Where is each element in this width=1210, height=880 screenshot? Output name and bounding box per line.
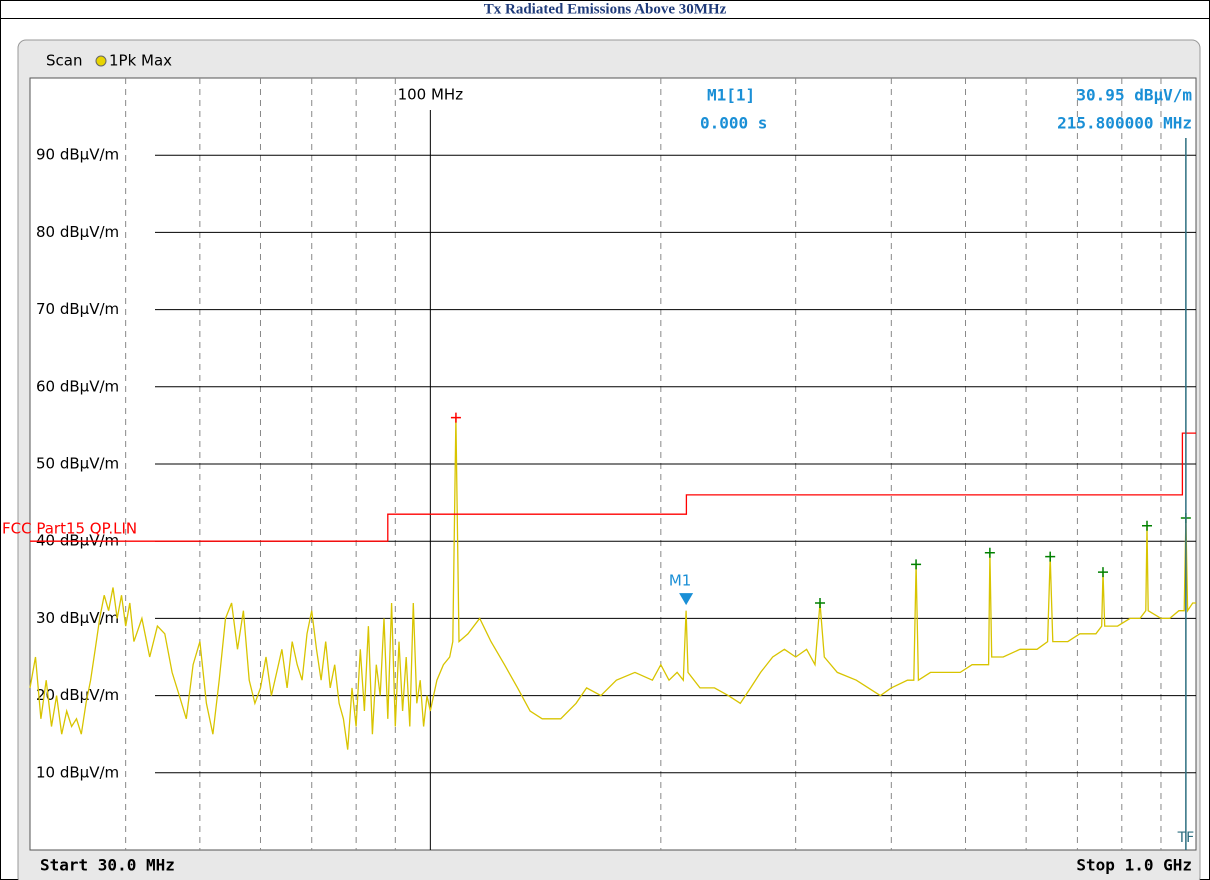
marker-time: 0.000 s [700,114,767,133]
peak-marker [450,412,461,423]
legend-label: 1Pk Max [109,52,172,70]
title: Tx Radiated Emissions Above 30MHz [484,1,727,17]
marker-freq: 215.800000 MHz [1057,114,1192,133]
limit-label: FCC Part15 QP.LIN [2,520,137,538]
y-tick-label: 50 dBµV/m [36,455,119,473]
stop-label: Stop 1.0 GHz [1076,856,1192,875]
peak-marker [815,597,826,608]
legend-dot [95,55,107,67]
peak-marker [1142,520,1153,531]
y-tick-label: 90 dBµV/m [36,146,119,164]
peak-marker [911,559,922,570]
tf-label: TF [1177,830,1195,846]
marker-label: M1 [669,572,692,590]
peak-marker [984,547,995,558]
start-label: Start 30.0 MHz [40,856,175,875]
y-tick-label: 80 dBµV/m [36,223,119,241]
y-tick-label: 70 dBµV/m [36,300,119,318]
y-tick-label: 10 dBµV/m [36,763,119,781]
y-tick-label: 60 dBµV/m [36,377,119,395]
marker-triangle [679,593,694,606]
marker-readout: M1[1] [707,86,755,105]
peak-marker [1097,567,1108,578]
peak-marker [1045,551,1056,562]
y-tick-label: 30 dBµV/m [36,609,119,627]
marker-level: 30.95 dBµV/m [1076,86,1192,105]
series-line [30,432,1196,542]
mode-label: Scan [46,52,82,70]
x-tick-label: 100 MHz [398,86,464,104]
